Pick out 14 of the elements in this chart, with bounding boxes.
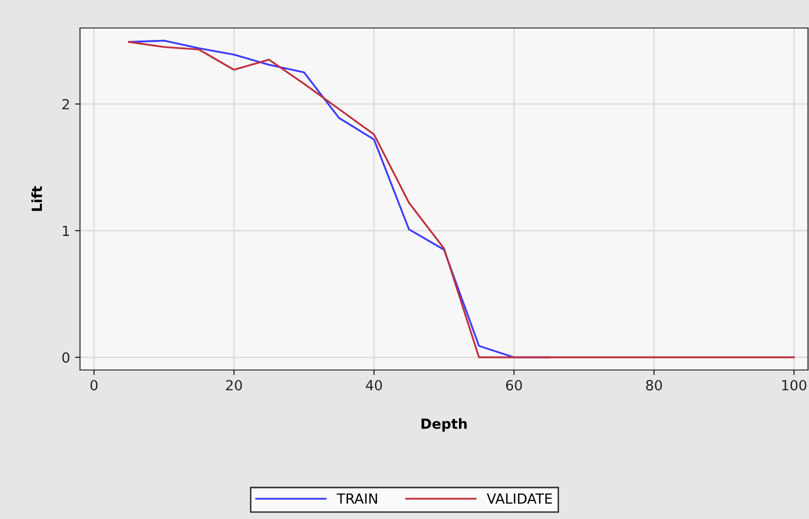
- line-series: [128, 41, 795, 358]
- y-tick-label: 0: [62, 352, 70, 363]
- x-tick-label: 40: [366, 380, 382, 390]
- x-tick-label: 100: [782, 380, 806, 390]
- x-tick-label: 60: [506, 380, 522, 390]
- x-tick-label: 20: [226, 380, 242, 390]
- y-axis-title: Lift: [31, 186, 42, 211]
- x-tick-label: 0: [90, 380, 98, 390]
- y-tick-label: 1: [62, 226, 69, 236]
- x-axis-title: Depth: [422, 418, 467, 432]
- legend-label: TRAIN: [336, 493, 377, 504]
- y-tick-label: 2: [62, 98, 69, 110]
- legend-label: VALIDATE: [486, 493, 552, 504]
- x-tick-label: 80: [646, 380, 662, 390]
